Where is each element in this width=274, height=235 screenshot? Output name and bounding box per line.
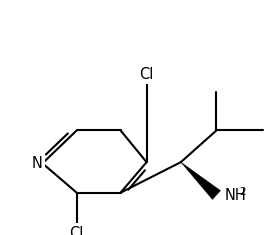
Text: 2: 2 [239, 187, 246, 196]
Text: Cl: Cl [70, 226, 84, 235]
Text: Cl: Cl [139, 67, 154, 82]
Polygon shape [181, 162, 221, 200]
Text: N: N [32, 156, 42, 171]
Text: NH: NH [224, 188, 246, 203]
